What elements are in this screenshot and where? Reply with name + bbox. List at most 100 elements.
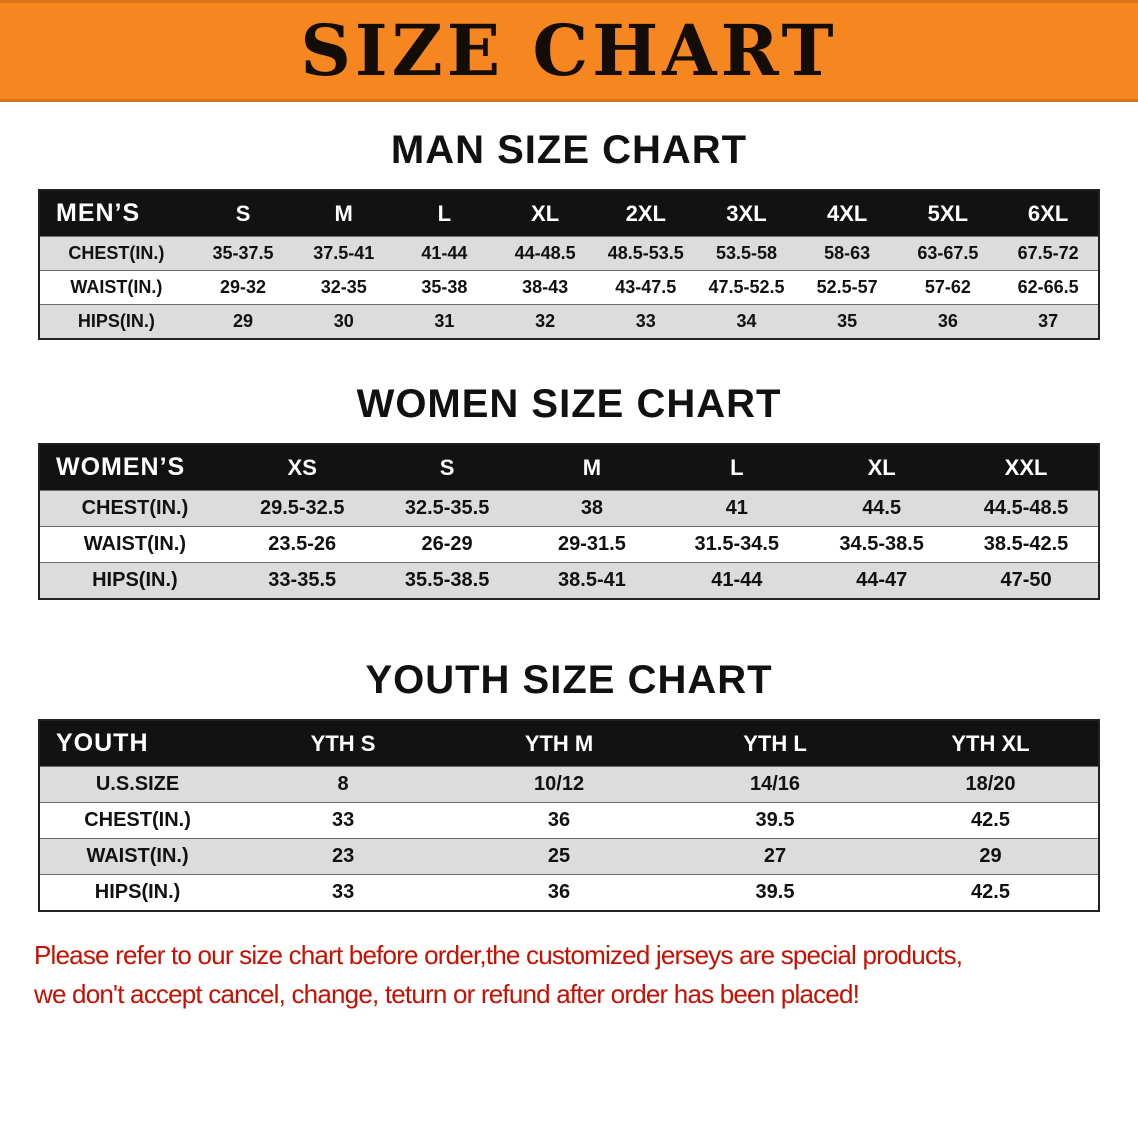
- size-column-header: M: [293, 190, 395, 237]
- men-size-table: MEN’S S M L XL 2XL 3XL 4XL 5XL 6XL CHEST(IN.) 35-37…: [38, 189, 1100, 340]
- value-cell: 33: [331, 881, 355, 903]
- size-chart-banner: SIZE CHART: [0, 0, 1138, 102]
- table-row: CHEST(IN.) 35-37.5 37.5-41 41-44 44-48.5 48.5…: [39, 236, 1099, 271]
- value-cell: 25: [547, 845, 571, 867]
- size-column-header: 3XL: [696, 190, 797, 237]
- size-chart-title: SIZE CHART: [300, 9, 838, 92]
- table-row: CHEST(IN.) 33 36 39.5 42.5: [39, 802, 1099, 839]
- value-cell: 63-67.5: [917, 243, 979, 263]
- table-row: WAIST(IN.) 23.5-26 26-29 29-31.5 31.5-34.5 34…: [39, 526, 1099, 563]
- value-cell: 62-66.5: [1017, 277, 1079, 297]
- value-cell: 35.5-38.5: [404, 569, 490, 591]
- table-corner-label: MEN’S: [39, 190, 193, 237]
- value-cell: 44-48.5: [514, 243, 576, 263]
- value-cell: 38-43: [522, 277, 569, 297]
- value-cell: 8: [337, 773, 349, 795]
- value-cell: 35: [837, 311, 858, 331]
- value-cell: 47.5-52.5: [708, 277, 785, 297]
- value-cell: 44.5: [862, 497, 902, 519]
- size-column-header: S: [192, 190, 294, 237]
- value-cell: 23.5-26: [268, 533, 337, 555]
- value-cell: 34.5-38.5: [839, 533, 924, 555]
- table-row: WAIST(IN.) 23 25 27 29: [39, 838, 1099, 875]
- value-cell: 38: [580, 497, 604, 519]
- value-cell: 41-44: [711, 569, 763, 591]
- value-cell: 18/20: [965, 773, 1016, 795]
- value-cell: 44.5-48.5: [983, 497, 1069, 519]
- size-column-header: XL: [494, 190, 596, 237]
- value-cell: 14/16: [749, 773, 801, 795]
- size-column-header: 2XL: [595, 190, 697, 237]
- value-cell: 33: [331, 809, 355, 831]
- value-cell: 39.5: [755, 881, 795, 903]
- size-column-header: XS: [229, 444, 375, 491]
- size-table: MEN’S S M L XL 2XL 3XL 4XL 5XL 6XL CHEST(IN.) 35-37…: [38, 189, 1100, 340]
- size-column-header: YTH S: [235, 720, 452, 767]
- value-cell: 32.5-35.5: [404, 497, 490, 519]
- table-row: HIPS(IN.) 29 30 31 32 33 34 35 36 37: [39, 304, 1099, 339]
- value-cell: 36: [547, 881, 571, 903]
- value-cell: 53.5-58: [715, 243, 777, 263]
- women-size-chart-heading: WOMEN SIZE CHART: [356, 382, 782, 426]
- size-column-header: 6XL: [998, 190, 1099, 237]
- value-cell: 48.5-53.5: [607, 243, 684, 263]
- value-cell: 33-35.5: [268, 569, 337, 591]
- row-label: HIPS(IN.): [94, 881, 181, 903]
- table-header-row: MEN’S S M L XL 2XL 3XL 4XL 5XL 6XL: [39, 190, 1099, 237]
- value-cell: 37.5-41: [313, 243, 375, 263]
- row-label: WAIST(IN.): [86, 845, 189, 867]
- value-cell: 33: [635, 311, 656, 331]
- value-cell: 58-63: [824, 243, 871, 263]
- size-column-header: L: [394, 190, 495, 237]
- size-column-header: 4XL: [796, 190, 898, 237]
- value-cell: 36: [937, 311, 958, 331]
- value-cell: 67.5-72: [1017, 243, 1079, 263]
- women-size-table: WOMEN’S XS S M L XL XXL CHEST(IN.) 29.5-32.5 32.5…: [38, 443, 1100, 600]
- row-label: CHEST(IN.): [68, 243, 165, 263]
- size-column-header: YTH M: [451, 720, 668, 767]
- value-cell: 27: [763, 845, 787, 867]
- value-cell: 35-38: [421, 277, 468, 297]
- row-label: CHEST(IN.): [84, 809, 191, 831]
- youth-size-table: YOUTH YTH S YTH M YTH L YTH XL U.S.SIZE 8 10/12…: [38, 719, 1100, 912]
- table-row: HIPS(IN.) 33 36 39.5 42.5: [39, 874, 1099, 911]
- size-column-header: YTH L: [667, 720, 883, 767]
- value-cell: 38.5-41: [558, 569, 626, 591]
- row-label: CHEST(IN.): [81, 497, 189, 519]
- value-cell: 31: [434, 311, 455, 331]
- row-label: HIPS(IN.): [92, 569, 178, 591]
- table-row: CHEST(IN.) 29.5-32.5 32.5-35.5 38 41 44.5 44.5…: [39, 490, 1099, 527]
- size-table: YOUTH YTH S YTH M YTH L YTH XL U.S.SIZE 8 10/12…: [38, 719, 1100, 912]
- order-notice-line2: we don't accept cancel, change, teturn o…: [34, 979, 860, 1009]
- value-cell: 43-47.5: [615, 277, 677, 297]
- value-cell: 32-35: [320, 277, 367, 297]
- size-column-header: S: [374, 444, 520, 491]
- value-cell: 23: [331, 845, 355, 867]
- value-cell: 41-44: [421, 243, 468, 263]
- value-cell: 35-37.5: [212, 243, 274, 263]
- value-cell: 38.5-42.5: [983, 533, 1069, 555]
- value-cell: 42.5: [971, 809, 1010, 831]
- table-header-row: WOMEN’S XS S M L XL XXL: [39, 444, 1099, 491]
- value-cell: 41: [725, 497, 748, 519]
- table-row: U.S.SIZE 8 10/12 14/16 18/20: [39, 766, 1099, 803]
- order-notice-line1: Please refer to our size chart before or…: [34, 940, 963, 970]
- value-cell: 42.5: [971, 881, 1010, 903]
- value-cell: 29: [233, 311, 254, 331]
- table-row: HIPS(IN.) 33-35.5 35.5-38.5 38.5-41 41-44 44-…: [39, 562, 1099, 599]
- value-cell: 31.5-34.5: [694, 533, 780, 555]
- size-column-header: YTH XL: [883, 720, 1099, 767]
- value-cell: 36: [547, 809, 571, 831]
- value-cell: 57-62: [924, 277, 971, 297]
- value-cell: 34: [736, 311, 757, 331]
- value-cell: 32: [535, 311, 556, 331]
- value-cell: 52.5-57: [816, 277, 878, 297]
- size-table: WOMEN’S XS S M L XL XXL CHEST(IN.) 29.5-32.5 32.5…: [38, 443, 1100, 600]
- value-cell: 10/12: [534, 773, 585, 795]
- value-cell: 37: [1038, 311, 1059, 331]
- table-corner-label: YOUTH: [39, 720, 236, 767]
- table-row: WAIST(IN.) 29-32 32-35 35-38 38-43 43-47.5 47.…: [39, 270, 1099, 305]
- value-cell: 29-31.5: [558, 533, 626, 555]
- size-column-header: L: [664, 444, 810, 491]
- youth-size-chart-heading: YOUTH SIZE CHART: [365, 658, 773, 702]
